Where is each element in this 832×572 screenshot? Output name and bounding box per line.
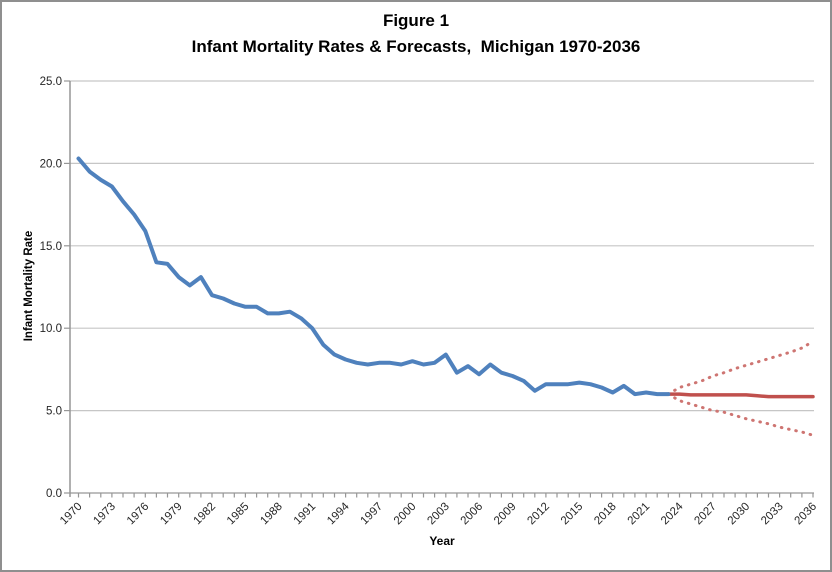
x-tick-label: 2018: [592, 501, 619, 528]
chart-subtitle: Infant Mortality Rates & Forecasts, Mich…: [191, 37, 641, 56]
x-tick-label: 1994: [325, 500, 352, 527]
x-tick-label: 2036: [793, 501, 820, 528]
x-tick-label: 1985: [225, 501, 252, 528]
x-tick-label: 2033: [759, 501, 786, 528]
y-tick-label: 0.0: [46, 488, 62, 500]
y-tick-label: 15.0: [40, 241, 62, 253]
y-axis-title: Infant Mortality Rate: [23, 230, 35, 342]
x-tick-label: 1988: [258, 501, 285, 528]
x-tick-label: 2015: [559, 501, 586, 528]
x-tick-label: 1970: [58, 501, 85, 528]
x-tick-label: 2024: [659, 500, 686, 527]
x-tick-label: 1973: [91, 501, 118, 528]
x-tick-label: 1991: [292, 501, 319, 528]
y-tick-label: 5.0: [46, 406, 62, 418]
x-tick-label: 2000: [392, 501, 419, 528]
x-tick-label: 2021: [626, 501, 653, 528]
lower-confidence-dotted-line: [666, 392, 815, 437]
upper-confidence-dotted-line: [666, 339, 815, 396]
x-tick-label: 2012: [525, 501, 552, 528]
chart-title: Figure 1: [382, 11, 450, 30]
y-tick-label: 25.0: [40, 76, 62, 88]
x-tick-label: 2027: [692, 501, 719, 528]
x-tick-label: 1997: [359, 501, 386, 528]
forecast-line: [666, 392, 815, 399]
x-tick-label: 2003: [425, 501, 452, 528]
x-tick-label: 1982: [192, 501, 219, 528]
x-tick-label: 1979: [158, 501, 185, 528]
actual-line: [76, 156, 671, 397]
y-tick-label: 10.0: [40, 323, 62, 335]
y-tick-label: 20.0: [40, 158, 62, 170]
x-tick-label: 2009: [492, 501, 519, 528]
x-axis-title: Year: [429, 534, 455, 548]
x-tick-label: 2030: [726, 501, 753, 528]
x-tick-label: 2006: [459, 501, 486, 528]
x-tick-label: 1976: [125, 501, 152, 528]
